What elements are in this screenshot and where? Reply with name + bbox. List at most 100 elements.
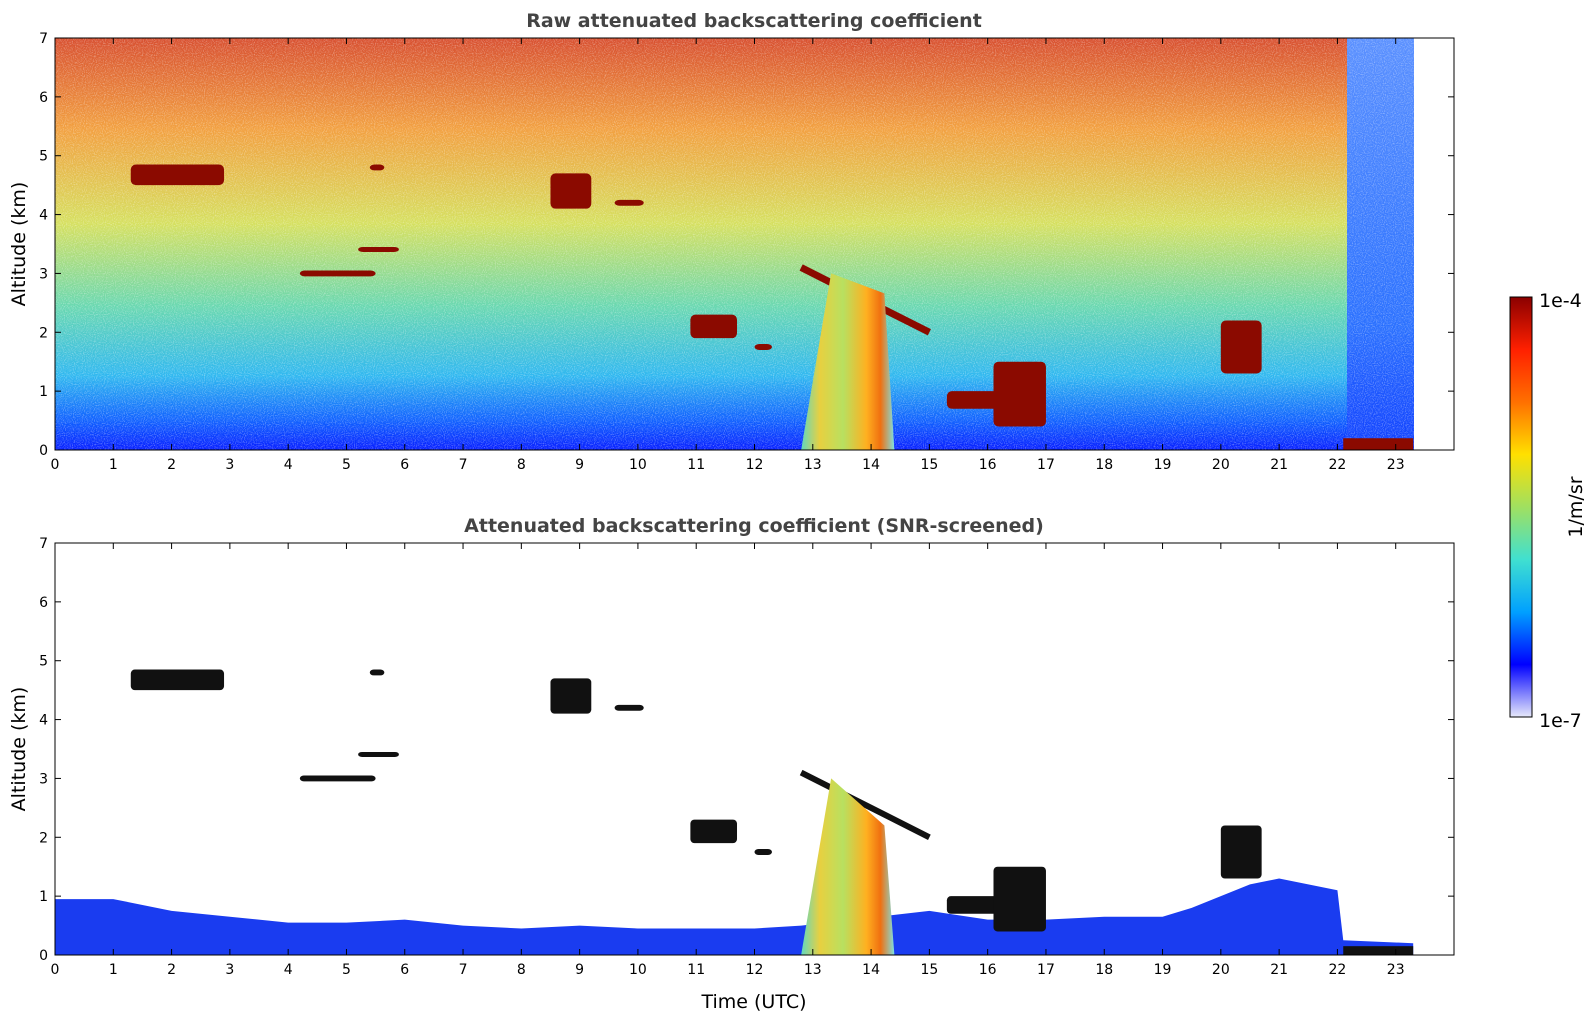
cloud [1220,320,1262,374]
y-tick-label: 2 [39,325,48,341]
x-tick-label: 19 [1154,962,1172,978]
precipitation-fall-streaks [801,778,895,955]
x-tick-label: 6 [400,962,409,978]
x-tick-label: 9 [575,962,584,978]
cloud [1220,825,1262,879]
x-tick-label: 18 [1095,962,1113,978]
cloud [614,704,644,711]
x-tick-label: 11 [687,457,705,473]
x-tick-label: 15 [920,457,938,473]
x-tick-label: 3 [225,962,234,978]
x-tick-label: 23 [1387,457,1405,473]
y-tick-label: 4 [39,713,48,729]
cloud [690,314,738,339]
y-tick-label: 6 [39,595,48,611]
cloud [614,199,644,206]
x-tick-label: 1 [109,457,118,473]
y-tick-label: 1 [39,889,48,905]
x-tick-label: 0 [51,962,60,978]
x-tick-label: 10 [629,962,647,978]
x-tick-label: 17 [1037,962,1055,978]
raw-backscatter-panel: Raw attenuated backscattering coefficien… [8,10,1455,473]
precipitation-fall-streaks [801,273,895,450]
cloud [993,361,1046,427]
x-tick-label: 4 [284,962,293,978]
x-tick-label: 2 [167,457,176,473]
boundary-layer-aerosol [55,878,1414,955]
x-tick-label: 22 [1329,962,1347,978]
top-x-axis: 0 1 2 3 4 5 6 7 8 9 10 11 12 13 14 15 16 17 18 19 20 21 22 23 [51,38,1405,473]
y-tick-label: 7 [39,31,48,47]
x-tick-label: 15 [920,962,938,978]
descending-cloud-layer [799,769,931,840]
cloud [550,678,592,714]
noise-speckle [55,38,1414,450]
y-tick-label: 0 [39,443,48,459]
colorbar-max-label: 1e-4 [1539,290,1582,312]
x-tick-label: 23 [1387,962,1405,978]
x-tick-label: 4 [284,457,293,473]
bottom-y-axis: 0 1 2 3 4 5 6 7 [39,536,1454,964]
x-tick-label: 5 [342,457,351,473]
x-tick-label: 7 [459,457,468,473]
y-tick-label: 6 [39,90,48,106]
x-tick-label: 10 [629,457,647,473]
cloud [754,849,772,855]
x-tick-label: 13 [804,962,822,978]
x-tick-label: 0 [51,457,60,473]
cloud [130,669,225,691]
x-tick-label: 14 [862,457,880,473]
snr-screened-panel: Attenuated backscattering coefficient (S… [8,515,1455,1013]
colorbar-min-label: 1e-7 [1539,710,1582,732]
y-tick-label: 2 [39,830,48,846]
y-tick-label: 3 [39,771,48,787]
y-tick-label: 0 [39,948,48,964]
top-heatmap [55,38,1454,450]
x-tick-label: 12 [746,457,764,473]
top-y-axis-label: Altitude (km) [8,182,30,307]
x-tick-label: 8 [517,962,526,978]
x-tick-label: 18 [1095,457,1113,473]
x-tick-label: 8 [517,457,526,473]
x-tick-label: 12 [746,962,764,978]
bottom-features [130,669,1414,955]
y-tick-label: 4 [39,208,48,224]
y-tick-label: 3 [39,266,48,282]
x-tick-label: 17 [1037,457,1055,473]
x-tick-label: 5 [342,962,351,978]
x-tick-label: 19 [1154,457,1172,473]
x-tick-label: 20 [1212,962,1230,978]
y-tick-label: 5 [39,149,48,165]
x-tick-label: 21 [1270,962,1288,978]
x-tick-label: 20 [1212,457,1230,473]
x-tick-label: 16 [979,962,997,978]
surface-layer [1343,946,1414,955]
top-features [130,164,1414,450]
x-tick-label: 14 [862,962,880,978]
bottom-x-axis: 0 1 2 3 4 5 6 7 8 9 10 11 12 13 14 15 16 17 18 19 20 21 22 23 [51,543,1405,978]
x-axis-label: Time (UTC) [700,991,806,1013]
cloud [358,751,399,757]
colorbar-gradient [1509,296,1533,718]
y-tick-label: 5 [39,654,48,670]
y-tick-label: 1 [39,384,48,400]
no-data-region [1414,38,1454,450]
cloud [130,164,225,186]
x-tick-label: 7 [459,962,468,978]
cloud [369,164,385,171]
x-tick-label: 6 [400,457,409,473]
cloud [299,270,376,277]
x-tick-label: 21 [1270,457,1288,473]
cloud [299,775,376,782]
cloud [754,344,772,350]
x-tick-label: 2 [167,962,176,978]
x-tick-label: 22 [1329,457,1347,473]
cloud [369,669,385,676]
screened-background [55,543,1454,955]
colorbar: 1e-4 1e-7 1/m/sr [1509,290,1587,732]
surface-layer [1343,438,1414,450]
top-y-axis: 0 1 2 3 4 5 6 7 [39,31,1454,459]
x-tick-label: 16 [979,457,997,473]
bottom-y-axis-label: Altitude (km) [8,687,30,812]
